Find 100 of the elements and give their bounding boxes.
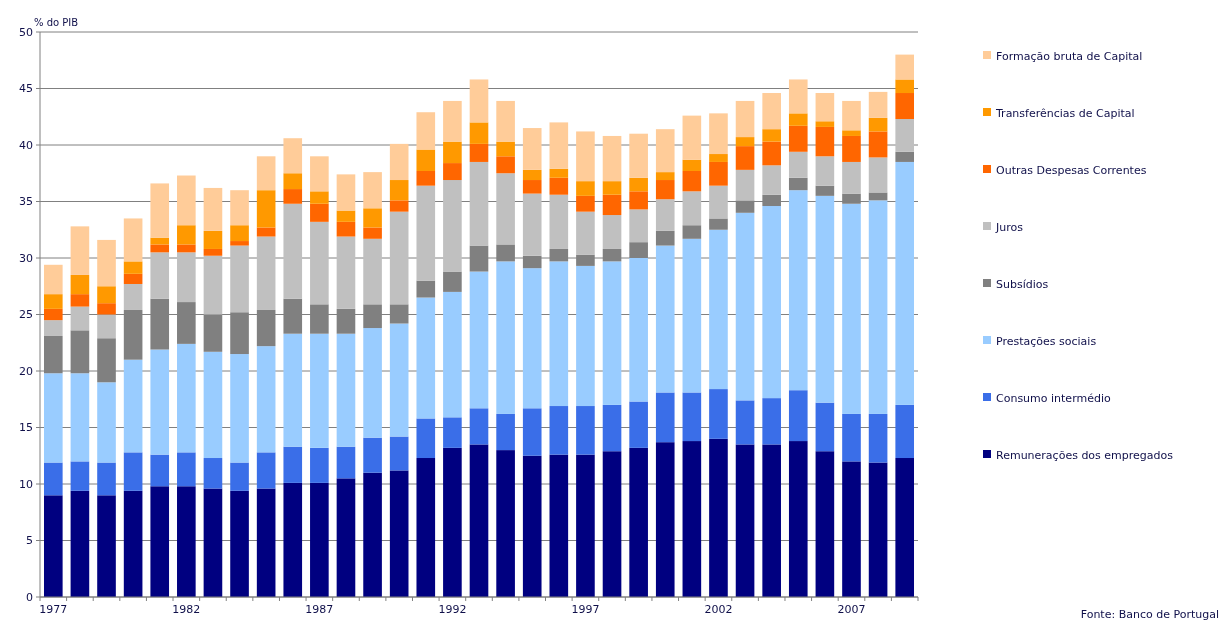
legend-label: Consumo intermédio [996,391,1111,405]
bar [576,406,595,455]
bar [230,462,249,491]
bar [735,212,755,401]
bar [230,241,249,246]
x-tick-label: 2007 [837,603,866,616]
bar [602,404,622,452]
bar [150,237,170,245]
bar [549,454,569,597]
bar [655,245,675,393]
bar [256,190,276,228]
bar [363,437,382,473]
bar [283,446,303,483]
bar [655,172,675,181]
bar [97,382,116,463]
bar [762,398,781,445]
bar [868,117,888,132]
bar [522,180,542,194]
bar [788,151,808,178]
x-tick-label: 1992 [438,603,467,616]
bar [123,283,143,310]
bar [496,413,515,451]
y-tick-label: 30 [19,251,33,265]
bar [443,100,462,142]
bar [416,185,436,281]
bar [97,239,116,287]
bar [177,244,196,253]
y-tick-label: 5 [26,534,33,548]
bar [815,402,835,452]
bar [310,333,329,448]
bar [602,261,622,405]
bar [842,203,861,414]
bar [682,225,702,239]
bar [283,482,303,597]
bar [868,462,888,597]
bar [655,442,675,597]
bar [682,392,702,442]
bar [416,418,436,459]
bar [203,230,223,249]
bar [602,194,622,216]
bar [363,172,382,209]
bar [868,413,888,463]
bar [815,126,835,157]
bar [150,244,170,253]
bar [629,258,648,402]
bar [602,181,622,195]
bar [256,236,276,310]
x-tick-label: 1982 [172,603,201,616]
bar [868,157,888,193]
bar [762,93,781,130]
bar [150,183,170,238]
bar [70,373,90,462]
x-tick-label: 1997 [571,603,600,616]
bar [709,438,728,597]
bar [150,349,170,455]
bar [416,458,436,597]
bar [443,141,462,164]
bar [602,451,622,597]
bar [336,236,356,309]
y-tick-label: 10 [19,477,33,491]
bar [682,191,702,226]
bar [177,452,196,487]
bar [868,192,888,201]
bar [70,294,90,307]
bar [602,215,622,249]
bar [895,458,915,597]
bar [762,141,781,166]
bar [469,79,489,123]
bar [469,408,489,445]
bar [576,211,595,255]
legend-label: Juros [995,220,1024,234]
y-tick-label: 0 [26,590,33,604]
x-tick-label: 2002 [704,603,733,616]
y-tick-label: 40 [19,138,33,152]
bar [522,169,542,181]
bar [443,163,462,181]
bar [762,444,781,597]
legend-label: Prestações sociais [996,334,1097,348]
bar [762,206,781,399]
bar [310,156,329,192]
bar [203,488,223,597]
bar [709,229,728,390]
bar [655,129,675,173]
bar [203,255,223,315]
bar [230,245,249,313]
bar [629,447,648,597]
x-tick-label: 1987 [305,603,334,616]
bar [576,181,595,196]
bar [416,112,436,150]
legend-label: Transferências de Capital [995,106,1135,120]
bar [177,225,196,245]
bar [469,122,489,144]
bar [203,248,223,256]
bar [522,193,542,256]
bar [549,122,569,169]
legend-label: Remunerações dos empregados [996,448,1174,462]
bar [469,161,489,246]
bar [43,294,63,309]
bar [336,174,356,211]
bar [762,129,781,142]
